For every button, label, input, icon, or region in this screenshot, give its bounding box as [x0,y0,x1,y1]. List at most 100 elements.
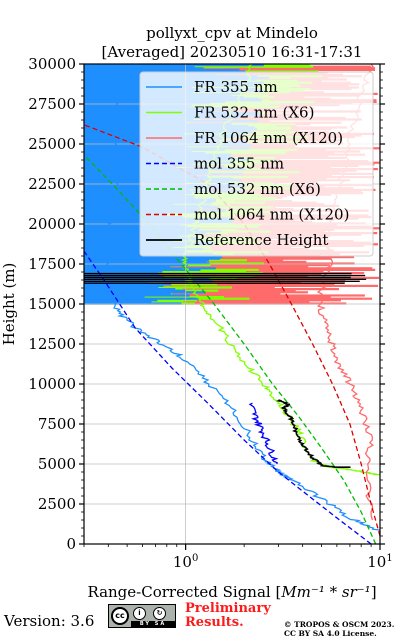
fill-band [84,91,193,94]
fill-band [84,262,210,265]
fill-band [84,240,173,243]
fill-band [84,270,163,273]
fill-band [84,275,164,278]
fill-band [84,296,145,299]
fill-band [84,273,159,276]
y-tick-label: 2500 [38,495,76,513]
fill-band [84,132,184,135]
y-tick-label: 20000 [28,215,76,233]
y-tick-label: 27500 [28,95,76,113]
fill-band [84,289,186,292]
legend-box [139,71,374,257]
fill-band [84,118,194,121]
fill-band [84,212,169,215]
y-tick-label: 5000 [38,455,76,473]
fill-band [84,265,309,268]
fill-band [84,104,193,107]
fill-band [84,67,376,70]
x-tick-exponent: 0 [192,553,198,564]
fill-band [84,260,207,263]
y-tick-label: 17500 [28,255,76,273]
x-axis-label: Range-Corrected Signal [Mm⁻¹ * sr⁻¹] [87,583,376,601]
fill-band [84,286,159,289]
copyright-note: © TROPOS & OSCM 2023. CC BY SA 4.0 Licen… [284,620,394,638]
fill-band [84,299,341,302]
chart-subtitle: [Averaged] 20230510 16:31-17:31 [102,43,363,61]
x-axis: 100 101 [83,544,393,571]
fill-band [84,86,192,89]
fill-band [84,214,167,217]
cc-license-badge[interactable]: cc i ↻ BY SA [108,604,176,628]
x-axis-label-units: Mm⁻¹ * sr⁻¹ [280,583,370,601]
y-tick-label: 25000 [28,135,76,153]
fill-band [84,259,209,262]
fill-band [84,163,193,166]
fill-band [84,294,365,297]
y-tick-label: 15000 [28,295,76,313]
preliminary-line-2: Results. [185,615,244,630]
fill-band [84,233,188,236]
fill-band [84,150,192,153]
fill-band [84,65,314,68]
fill-band [84,64,264,67]
fill-band [84,68,240,71]
y-tick-label: 7500 [38,415,76,433]
fill-band [84,267,216,270]
series-line-mol355 [248,402,279,465]
y-tick-label: 22500 [28,175,76,193]
cc-logo-icon: cc [111,607,129,625]
legend-label-fr355: FR 355 nm [194,78,278,96]
x-tick-label: 100 [173,553,198,571]
fill-band [84,196,194,199]
fill-band [84,292,281,295]
fill-band [84,264,188,267]
fill-band [84,268,201,271]
fill-band [84,267,373,270]
copyright-line-1: © TROPOS & OSCM 2023. [284,620,395,629]
fill-band [84,294,190,297]
legend-label-mol355: mol 355 nm [194,155,284,173]
fill-band [84,182,185,185]
fill-band [84,67,204,70]
x-tick-label: 101 [367,553,392,571]
legend: FR 355 nm FR 532 nm (X6) FR 1064 nm (X120)… [139,71,374,257]
fill-band [84,265,170,268]
series-line-mol355 [84,250,372,544]
fill-band [84,270,247,273]
y-tick-label: 10000 [28,375,76,393]
preliminary-results-note: Preliminary Results. [185,602,271,630]
fill-band [84,291,206,294]
fill-band [84,246,173,249]
fill-band [84,216,183,219]
fill-band [84,288,176,291]
fill-band [84,244,186,247]
y-tick-label: 12500 [28,335,76,353]
fill-band [84,257,220,260]
preliminary-line-1: Preliminary [185,601,271,616]
legend-label-fr1064: FR 1064 nm (X120) [194,129,343,147]
fill-band [84,224,181,227]
version-label: Version: 3.6 [4,612,95,630]
fill-band [84,188,190,191]
series-line-reference [275,399,351,468]
fill-band [84,299,158,302]
footer: Version: 3.6 [0,600,400,640]
fill-band [84,292,171,295]
cc-badge-strip: BY SA [131,621,175,627]
fill-band [84,275,254,278]
legend-label-mol532: mol 532 nm (X6) [194,180,321,198]
fill-band [84,302,347,305]
fill-band [84,193,185,196]
fill-band [84,192,192,195]
fill-band [84,145,188,148]
by-attribution-icon: i [133,607,146,620]
fill-band [84,251,187,254]
fill-band [84,225,188,228]
sa-share-alike-icon: ↻ [153,607,166,620]
series-line-fr355 [100,64,380,531]
fill-band [84,256,223,259]
x-axis-label-text: Range-Corrected Signal [ [87,583,281,601]
fill-band [84,121,186,124]
fill-band [84,302,182,305]
